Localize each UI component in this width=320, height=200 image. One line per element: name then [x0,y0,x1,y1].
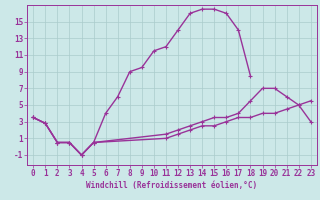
X-axis label: Windchill (Refroidissement éolien,°C): Windchill (Refroidissement éolien,°C) [86,181,258,190]
